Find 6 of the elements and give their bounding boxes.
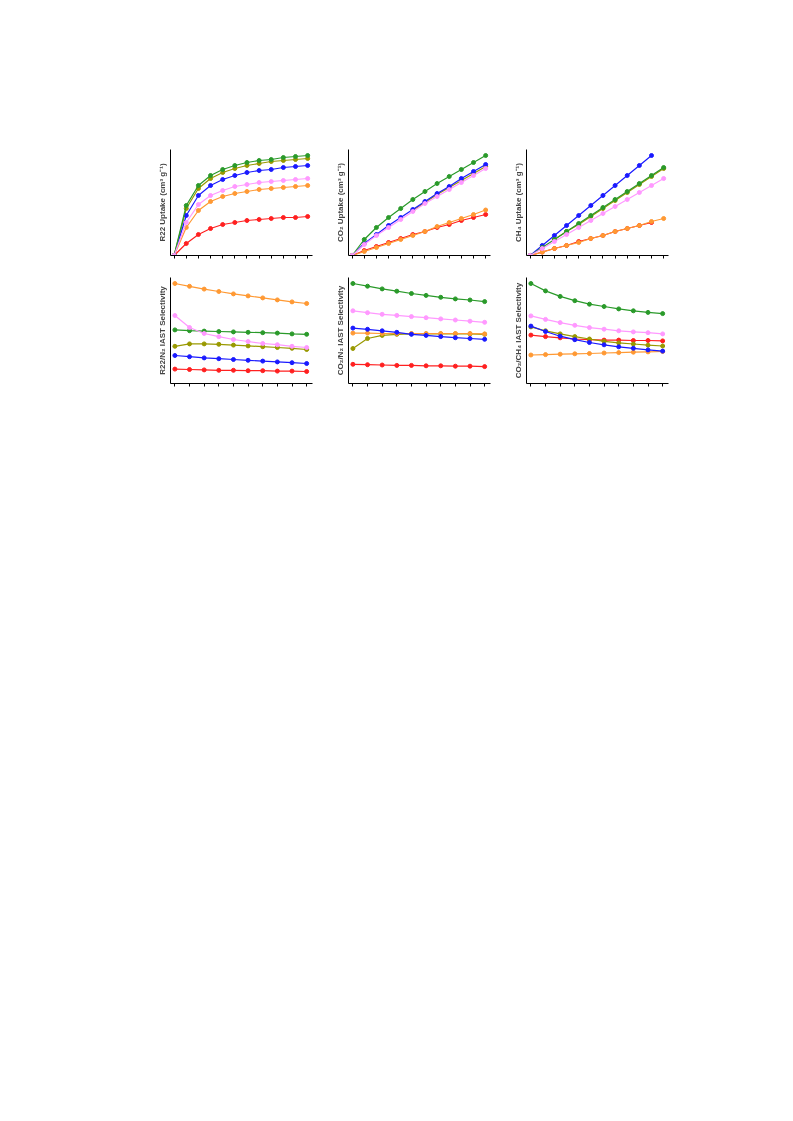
y-axis-title: R22 Uptake (cm³ g⁻¹): [157, 163, 167, 242]
y-axis-title: CO₂ Uptake (cm³ g⁻¹): [335, 162, 345, 242]
y-axis-title: R22/N₂ IAST Selectivity: [157, 285, 167, 375]
y-axis-title: CH₄ Uptake (cm³ g⁻¹): [513, 162, 523, 242]
y-axis-title: CO₂/CH₄ IAST Selectivity: [513, 282, 523, 379]
y-axis-title: CO₂/N₂ IAST Selectivity: [335, 285, 345, 376]
